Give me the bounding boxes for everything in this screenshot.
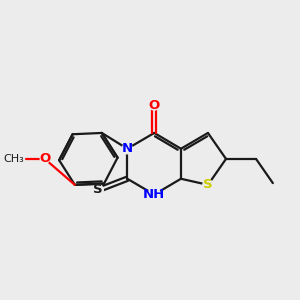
Text: S: S — [203, 178, 213, 191]
Text: O: O — [148, 99, 160, 112]
Circle shape — [148, 188, 161, 201]
Circle shape — [40, 154, 50, 164]
Circle shape — [203, 180, 213, 190]
Circle shape — [122, 144, 132, 154]
Circle shape — [150, 101, 159, 110]
Text: NH: NH — [143, 188, 165, 201]
Text: CH₃: CH₃ — [4, 154, 25, 164]
Text: S: S — [94, 184, 103, 196]
Text: N: N — [122, 142, 133, 155]
Text: O: O — [39, 152, 50, 165]
Circle shape — [93, 185, 103, 195]
